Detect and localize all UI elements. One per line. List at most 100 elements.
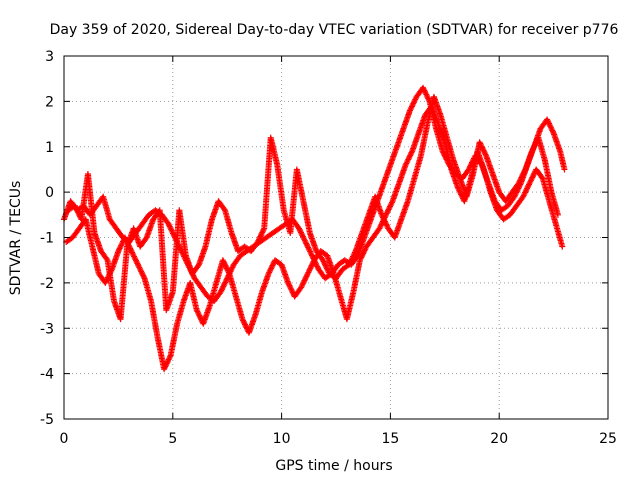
data-point [377,224,384,231]
data-point [480,147,487,154]
data-point [524,184,531,191]
data-point [544,117,551,124]
data-point [325,268,332,275]
data-point [297,228,304,235]
data-point [229,264,236,271]
data-point [454,184,461,191]
data-point [516,178,523,185]
x-tick-label: 5 [168,431,177,447]
data-point [305,269,312,276]
data-point [360,250,367,257]
data-point [481,150,488,157]
series-layer [61,84,568,373]
data-point [356,257,363,264]
data-point [129,249,136,256]
data-point [479,146,486,153]
data-point [285,281,292,288]
data-point [122,235,129,242]
data-point [410,100,417,107]
data-point [538,174,545,181]
data-point [408,149,415,156]
data-point [305,244,312,251]
data-point [136,265,143,272]
x-tick-label: 25 [599,431,617,447]
data-point [530,145,537,152]
data-point [455,185,462,192]
data-point [406,153,413,160]
data-point [319,257,326,264]
data-point [546,120,553,127]
data-point [130,252,137,259]
data-point [349,254,356,261]
data-point [530,144,537,151]
data-point [377,222,384,229]
data-point [223,263,230,270]
data-point [165,356,172,363]
data-point [302,239,309,246]
data-point [102,279,109,286]
data-point [544,116,551,123]
data-point [350,252,357,259]
data-point [270,261,277,268]
data-point [321,261,328,268]
data-point [305,245,312,252]
data-point [386,205,393,212]
y-tick-label: 2 [45,94,54,110]
data-point [523,186,530,193]
data-point [561,166,568,173]
data-point [307,249,314,256]
data-point [168,227,175,234]
data-point [306,247,313,254]
data-point [286,282,293,289]
data-point [482,151,489,158]
data-point [383,210,390,217]
data-point [478,143,485,150]
data-point [135,263,142,270]
data-point [380,215,387,222]
data-point [403,160,410,167]
data-point [139,271,146,278]
data-point [519,173,526,180]
data-point [405,156,412,163]
data-point [376,225,383,232]
y-tick-label: -4 [40,367,54,383]
y-tick-label: -1 [40,231,54,247]
data-point [219,284,226,291]
data-point [404,157,411,164]
tick-layer: 0 5 10 15 20 25 -5 -4 -3 -2 -1 0 1 2 3 [40,49,617,447]
data-point [521,167,528,174]
data-point [166,355,173,362]
data-point [220,283,227,290]
data-point [304,270,311,277]
data-point [163,362,170,369]
data-point [218,286,225,293]
data-point [225,269,232,276]
series-3 [65,93,561,323]
data-point [300,234,307,241]
data-point [121,234,128,241]
data-point [546,121,553,128]
x-axis-title: GPS time / hours [275,458,392,474]
data-point [511,193,518,200]
data-point [296,226,303,233]
data-point [299,281,306,288]
data-point [287,285,294,292]
y-axis-title: SDTVAR / TECUs [8,181,24,296]
data-point [222,278,229,285]
data-point [71,202,78,209]
data-point [323,265,330,272]
data-point [240,317,247,324]
data-point [256,234,263,241]
y-tick-label: -3 [40,321,54,337]
data-point [524,185,531,192]
data-point [527,178,534,185]
x-tick-label: 10 [273,431,291,447]
data-point [361,247,368,254]
data-point [298,284,305,291]
data-point [408,104,415,111]
data-point [73,205,80,212]
data-point [383,221,390,228]
data-point [259,228,266,235]
data-point [547,124,554,131]
data-point [386,203,393,210]
